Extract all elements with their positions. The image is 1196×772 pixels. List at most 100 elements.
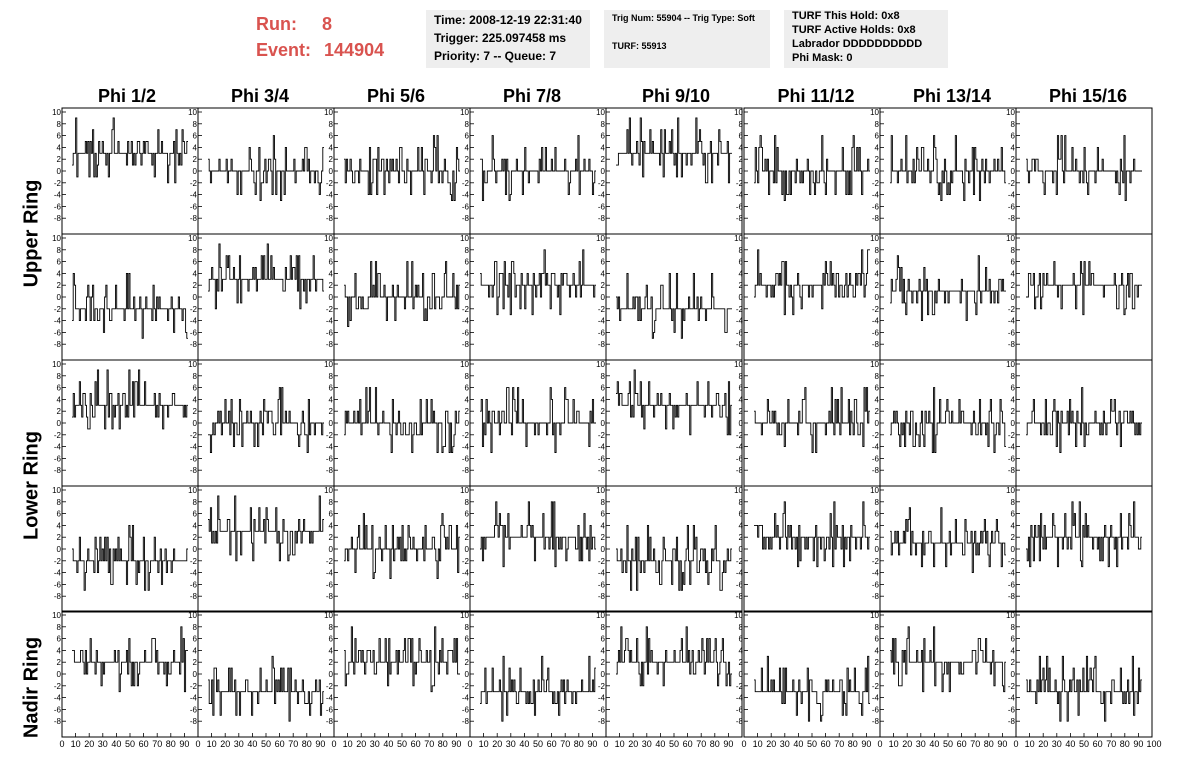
y-tick-label: 8 bbox=[1011, 498, 1016, 507]
y-tick-label: -8 bbox=[190, 717, 198, 726]
y-tick-label: 8 bbox=[465, 372, 470, 381]
time-info-panel: Time: 2008-12-19 22:31:40 Trigger: 225.0… bbox=[426, 10, 590, 68]
y-tick-label: -4 bbox=[598, 569, 606, 578]
plot-frame bbox=[469, 485, 607, 613]
y-tick-label: -2 bbox=[736, 305, 744, 314]
y-tick-label: 6 bbox=[601, 132, 606, 141]
y-tick-label: -6 bbox=[1008, 705, 1016, 714]
x-tick-label: 70 bbox=[424, 739, 434, 749]
x-tick-label: 20 bbox=[84, 739, 94, 749]
x-tick-label: 70 bbox=[152, 739, 162, 749]
x-tick-label: 70 bbox=[834, 739, 844, 749]
y-tick-label: -4 bbox=[190, 569, 198, 578]
y-tick-label: -2 bbox=[190, 431, 198, 440]
y-tick-label: -6 bbox=[462, 705, 470, 714]
x-tick-label: 10 bbox=[479, 739, 489, 749]
y-tick-label: 2 bbox=[329, 658, 334, 667]
x-tick-label: 70 bbox=[1106, 739, 1116, 749]
waveform-trace bbox=[344, 387, 460, 453]
waveform-trace bbox=[72, 117, 188, 184]
y-tick-label: 2 bbox=[875, 533, 880, 542]
y-tick-label: -6 bbox=[326, 454, 334, 463]
y-tick-label: -6 bbox=[1008, 454, 1016, 463]
y-tick-label: -2 bbox=[326, 179, 334, 188]
waveform-trace bbox=[480, 387, 596, 453]
y-tick-label: -8 bbox=[598, 466, 606, 475]
x-tick-label: 50 bbox=[1079, 739, 1089, 749]
plot-frame bbox=[605, 107, 743, 235]
plot-frame bbox=[879, 359, 1017, 487]
x-tick-label: 20 bbox=[1038, 739, 1048, 749]
waveform-trace bbox=[616, 369, 732, 436]
y-tick-label: 0 bbox=[1011, 670, 1016, 679]
y-tick-label: 6 bbox=[465, 258, 470, 267]
y-tick-label: 10 bbox=[870, 108, 879, 117]
y-tick-label: -6 bbox=[598, 328, 606, 337]
y-tick-label: 8 bbox=[875, 498, 880, 507]
y-tick-label: -4 bbox=[326, 443, 334, 452]
y-tick-label: 2 bbox=[329, 155, 334, 164]
y-tick-label: 6 bbox=[329, 258, 334, 267]
y-tick-label: -2 bbox=[736, 682, 744, 691]
y-tick-label: 0 bbox=[601, 419, 606, 428]
y-tick-label: 2 bbox=[329, 407, 334, 416]
x-tick-label: 70 bbox=[560, 739, 570, 749]
y-tick-label: -2 bbox=[736, 179, 744, 188]
y-tick-label: 6 bbox=[739, 510, 744, 519]
y-tick-label: -4 bbox=[872, 694, 880, 703]
y-tick-label: 2 bbox=[57, 658, 62, 667]
y-tick-label: 0 bbox=[465, 670, 470, 679]
y-tick-label: -4 bbox=[326, 694, 334, 703]
x-tick-label: 60 bbox=[821, 739, 831, 749]
y-tick-label: -8 bbox=[1008, 214, 1016, 223]
y-tick-label: -4 bbox=[462, 694, 470, 703]
y-tick-label: 6 bbox=[601, 635, 606, 644]
y-tick-label: 6 bbox=[1011, 132, 1016, 141]
column-title-phi-13-14: Phi 13/14 bbox=[912, 86, 992, 106]
y-tick-label: 4 bbox=[57, 143, 62, 152]
y-tick-label: 2 bbox=[329, 533, 334, 542]
y-tick-label: 6 bbox=[1011, 384, 1016, 393]
y-tick-label: -2 bbox=[462, 431, 470, 440]
y-tick-label: -8 bbox=[190, 466, 198, 475]
y-tick-label: -6 bbox=[190, 454, 198, 463]
y-tick-label: -6 bbox=[326, 328, 334, 337]
y-tick-label: -2 bbox=[736, 557, 744, 566]
y-tick-label: -8 bbox=[190, 592, 198, 601]
y-tick-label: 8 bbox=[329, 498, 334, 507]
y-tick-label: 4 bbox=[193, 143, 198, 152]
y-tick-label: 10 bbox=[52, 234, 61, 243]
x-tick-label: 40 bbox=[929, 739, 939, 749]
y-tick-label: 10 bbox=[596, 611, 605, 620]
y-tick-label: -4 bbox=[736, 191, 744, 200]
y-tick-label: 8 bbox=[57, 623, 62, 632]
y-tick-label: 2 bbox=[1011, 281, 1016, 290]
y-tick-label: -2 bbox=[872, 682, 880, 691]
y-tick-label: 4 bbox=[465, 395, 470, 404]
y-tick-label: 6 bbox=[57, 510, 62, 519]
y-tick-label: 6 bbox=[601, 510, 606, 519]
x-tick-label: 80 bbox=[574, 739, 584, 749]
y-tick-label: 4 bbox=[601, 395, 606, 404]
y-tick-label: 4 bbox=[739, 395, 744, 404]
y-tick-label: 10 bbox=[870, 360, 879, 369]
y-tick-label: 8 bbox=[601, 498, 606, 507]
y-tick-label: -2 bbox=[1008, 431, 1016, 440]
y-tick-label: 0 bbox=[465, 545, 470, 554]
x-tick-label: 0 bbox=[877, 739, 882, 749]
y-tick-label: 2 bbox=[1011, 407, 1016, 416]
x-tick-label: 10 bbox=[615, 739, 625, 749]
waveform-trace bbox=[754, 135, 870, 201]
y-tick-label: -2 bbox=[1008, 557, 1016, 566]
waveform-trace bbox=[480, 135, 596, 201]
x-tick-label: 0 bbox=[741, 739, 746, 749]
y-tick-label: 8 bbox=[57, 246, 62, 255]
y-tick-label: -6 bbox=[736, 328, 744, 337]
y-tick-label: 6 bbox=[1011, 510, 1016, 519]
waveform-trace bbox=[1026, 261, 1142, 316]
y-tick-label: 4 bbox=[329, 521, 334, 530]
x-tick-label: 10 bbox=[1025, 739, 1035, 749]
y-tick-label: 4 bbox=[329, 646, 334, 655]
y-tick-label: 8 bbox=[739, 498, 744, 507]
y-tick-label: 10 bbox=[324, 234, 333, 243]
